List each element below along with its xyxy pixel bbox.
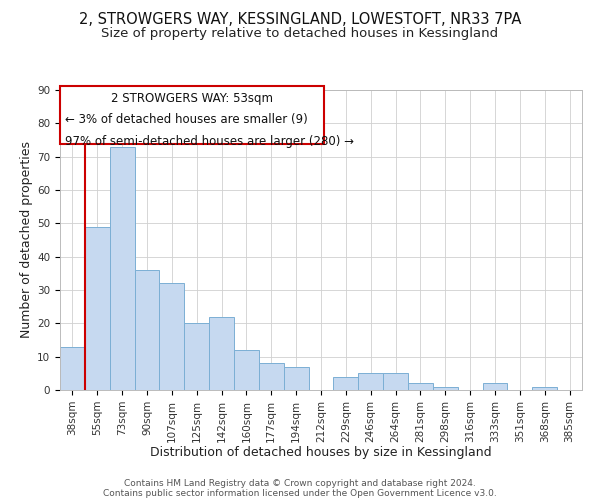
Bar — [234, 350, 259, 390]
Text: 97% of semi-detached houses are larger (280) →: 97% of semi-detached houses are larger (… — [65, 135, 354, 148]
Bar — [259, 364, 284, 390]
Text: Contains HM Land Registry data © Crown copyright and database right 2024.: Contains HM Land Registry data © Crown c… — [124, 478, 476, 488]
Bar — [284, 366, 308, 390]
Bar — [60, 346, 85, 390]
Bar — [184, 324, 209, 390]
Bar — [433, 386, 458, 390]
Bar — [160, 284, 184, 390]
FancyBboxPatch shape — [60, 86, 323, 144]
Bar — [110, 146, 134, 390]
Text: Size of property relative to detached houses in Kessingland: Size of property relative to detached ho… — [101, 28, 499, 40]
X-axis label: Distribution of detached houses by size in Kessingland: Distribution of detached houses by size … — [150, 446, 492, 459]
Bar — [383, 374, 408, 390]
Bar — [358, 374, 383, 390]
Text: ← 3% of detached houses are smaller (9): ← 3% of detached houses are smaller (9) — [65, 112, 308, 126]
Bar — [134, 270, 160, 390]
Bar — [408, 384, 433, 390]
Text: Contains public sector information licensed under the Open Government Licence v3: Contains public sector information licen… — [103, 488, 497, 498]
Bar — [532, 386, 557, 390]
Bar — [482, 384, 508, 390]
Bar — [334, 376, 358, 390]
Bar — [209, 316, 234, 390]
Bar — [85, 226, 110, 390]
Text: 2, STROWGERS WAY, KESSINGLAND, LOWESTOFT, NR33 7PA: 2, STROWGERS WAY, KESSINGLAND, LOWESTOFT… — [79, 12, 521, 28]
Text: 2 STROWGERS WAY: 53sqm: 2 STROWGERS WAY: 53sqm — [111, 92, 273, 104]
Y-axis label: Number of detached properties: Number of detached properties — [20, 142, 33, 338]
